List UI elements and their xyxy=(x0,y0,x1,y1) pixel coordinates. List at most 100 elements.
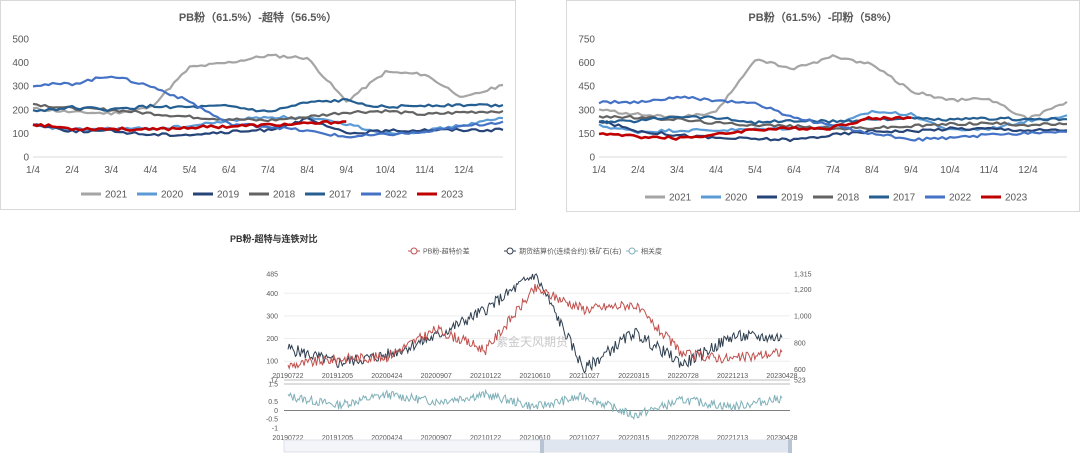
y-tick-label: 600 xyxy=(578,58,595,69)
series-line-2021 xyxy=(598,54,1068,121)
y-tick-label: 300 xyxy=(578,105,595,116)
corr-tick-label: 1.5 xyxy=(268,382,278,389)
date-label-corr: 20200907 xyxy=(421,435,452,442)
series-line-PB粉-超特价差 xyxy=(287,283,783,370)
zoom-slider-handle-left xyxy=(540,439,544,453)
x-tick-label: 7/4 xyxy=(261,165,275,176)
right-tick-label: 800 xyxy=(794,340,806,347)
legend-label: 2018 xyxy=(837,193,860,204)
chart-pb-indian: PB粉（61.5%）-印粉（58%） 0 150 300 450 600 750 1/4 2/… xyxy=(566,0,1080,212)
x-tick-label: 5/4 xyxy=(183,165,197,176)
chart-2-svg: 0 150 300 450 600 750 1/4 2/4 3/4 4/4 5/4 6/4 7/4 8/4… xyxy=(578,35,1068,204)
y-tick-label: 300 xyxy=(12,82,29,93)
y-tick-label: 100 xyxy=(12,129,29,140)
zoom-slider-handle-right xyxy=(788,439,792,453)
y-tick-label: 0 xyxy=(23,153,29,164)
x-tick-label: 6/4 xyxy=(787,165,801,176)
left-tick-label: 200 xyxy=(266,336,278,343)
left-tick-label: 485 xyxy=(266,272,278,279)
x-tick-label: 2/4 xyxy=(65,165,79,176)
y-tick-label: 200 xyxy=(12,105,29,116)
date-label-main: 20200907 xyxy=(421,373,452,380)
series-line-2017 xyxy=(32,98,504,113)
legend-label: 2017 xyxy=(329,190,352,201)
series-line-2022 xyxy=(32,75,504,139)
series-line-2017 xyxy=(598,115,1067,125)
x-tick-label: 5/4 xyxy=(748,165,762,176)
y-tick-label: 0 xyxy=(589,153,595,164)
date-label-corr: 20220315 xyxy=(618,435,649,442)
date-label-corr: 20210610 xyxy=(519,435,550,442)
series-line-相关度 xyxy=(287,388,783,421)
corr-tick-label: -1 xyxy=(272,426,278,433)
x-tick-label: 6/4 xyxy=(222,165,236,176)
date-label-main: 20200424 xyxy=(371,373,402,380)
x-tick-label: 10/4 xyxy=(376,165,396,176)
right-tick-label: 600 xyxy=(794,367,806,374)
left-tick-label: 100 xyxy=(266,359,278,366)
chart-title: PB粉（61.5%）-印粉（58%） xyxy=(748,12,898,24)
date-label-main: 20221213 xyxy=(717,373,748,380)
left-tick-label: 400 xyxy=(266,291,278,298)
series-line-2018 xyxy=(598,114,1068,131)
x-tick-label: 12/4 xyxy=(1018,165,1038,176)
legend-label: 2019 xyxy=(217,190,240,201)
y-tick-label: 400 xyxy=(12,58,29,69)
legend-marker xyxy=(506,247,514,255)
chart-title: PB粉-超特与连铁对比 xyxy=(230,234,318,244)
date-label-corr: 20191205 xyxy=(322,435,353,442)
series-line-2019 xyxy=(598,120,1068,143)
x-tick-label: 11/4 xyxy=(980,165,999,176)
chart-1-svg: 0 100 200 300 400 500 1/4 2/4 3/4 4/4 5/4 6/4 7/4 8/4… xyxy=(12,35,504,201)
x-tick-label: 4/4 xyxy=(144,165,158,176)
date-label-main: 20191205 xyxy=(322,373,353,380)
date-label-corr: 20210122 xyxy=(470,435,501,442)
left-tick-label: 300 xyxy=(266,313,278,320)
legend-marker xyxy=(410,247,418,255)
date-label-main: 20230428 xyxy=(766,373,797,380)
right-tick-label: 1,200 xyxy=(794,287,812,294)
date-label-corr: 20190722 xyxy=(272,435,303,442)
chart-3-svg: PB粉-超特价差 期货结算价(连续合约):铁矿石(右) 相关度 485 400 300 20… xyxy=(266,247,812,453)
legend-label: 2022 xyxy=(949,193,972,204)
zoom-slider-window xyxy=(542,440,790,452)
legend-label: 2023 xyxy=(1005,193,1028,204)
date-label-corr: 20230428 xyxy=(766,435,797,442)
y-tick-label: 150 xyxy=(578,129,595,140)
x-tick-label: 7/4 xyxy=(826,165,840,176)
date-label-main: 20190722 xyxy=(272,373,303,380)
legend-label: 期货结算价(连续合约):铁矿石(右) xyxy=(519,247,621,256)
x-tick-label: 2/4 xyxy=(631,165,645,176)
date-label-corr: 20221213 xyxy=(717,435,748,442)
left-tick-label: 17 xyxy=(270,378,278,385)
legend-label: 2021 xyxy=(105,190,128,201)
corr-tick-label: 0 xyxy=(274,408,278,415)
x-tick-label: 12/4 xyxy=(454,165,474,176)
date-label-main: 20210610 xyxy=(519,373,550,380)
corr-tick-label: -0.5 xyxy=(266,417,278,424)
y-tick-label: 750 xyxy=(578,35,595,46)
x-tick-label: 1/4 xyxy=(592,165,606,176)
chart-title: PB粉（61.5%）-超特（56.5%） xyxy=(178,12,338,24)
legend-label: 2019 xyxy=(781,193,804,204)
legend-label: 2023 xyxy=(441,190,464,201)
date-label-corr: 20211027 xyxy=(569,435,600,442)
legend-label: 2022 xyxy=(385,190,408,201)
date-label-main: 20220315 xyxy=(618,373,649,380)
legend-label: PB粉-超特价差 xyxy=(423,247,470,256)
x-tick-label: 1/4 xyxy=(26,165,40,176)
corr-tick-label: 0.5 xyxy=(268,399,278,406)
x-tick-label: 9/4 xyxy=(339,165,353,176)
chart-pb-vs-futures: PB粉-超特与连铁对比 PB粉-超特价差 期货结算价(连续合约):铁矿石(右) 相关… xyxy=(228,226,812,458)
legend-marker xyxy=(628,247,636,255)
y-tick-label: 500 xyxy=(12,35,29,46)
series-line-2023 xyxy=(32,120,347,132)
date-label-corr: 20200424 xyxy=(371,435,402,442)
date-label-main: 20210122 xyxy=(470,373,501,380)
x-tick-label: 8/4 xyxy=(300,165,314,176)
date-label-main: 20211027 xyxy=(569,373,600,380)
date-label-main: 20220728 xyxy=(668,373,699,380)
x-tick-label: 4/4 xyxy=(709,165,723,176)
right-tick-label: 523 xyxy=(794,378,806,385)
series-line-2021 xyxy=(32,53,504,116)
